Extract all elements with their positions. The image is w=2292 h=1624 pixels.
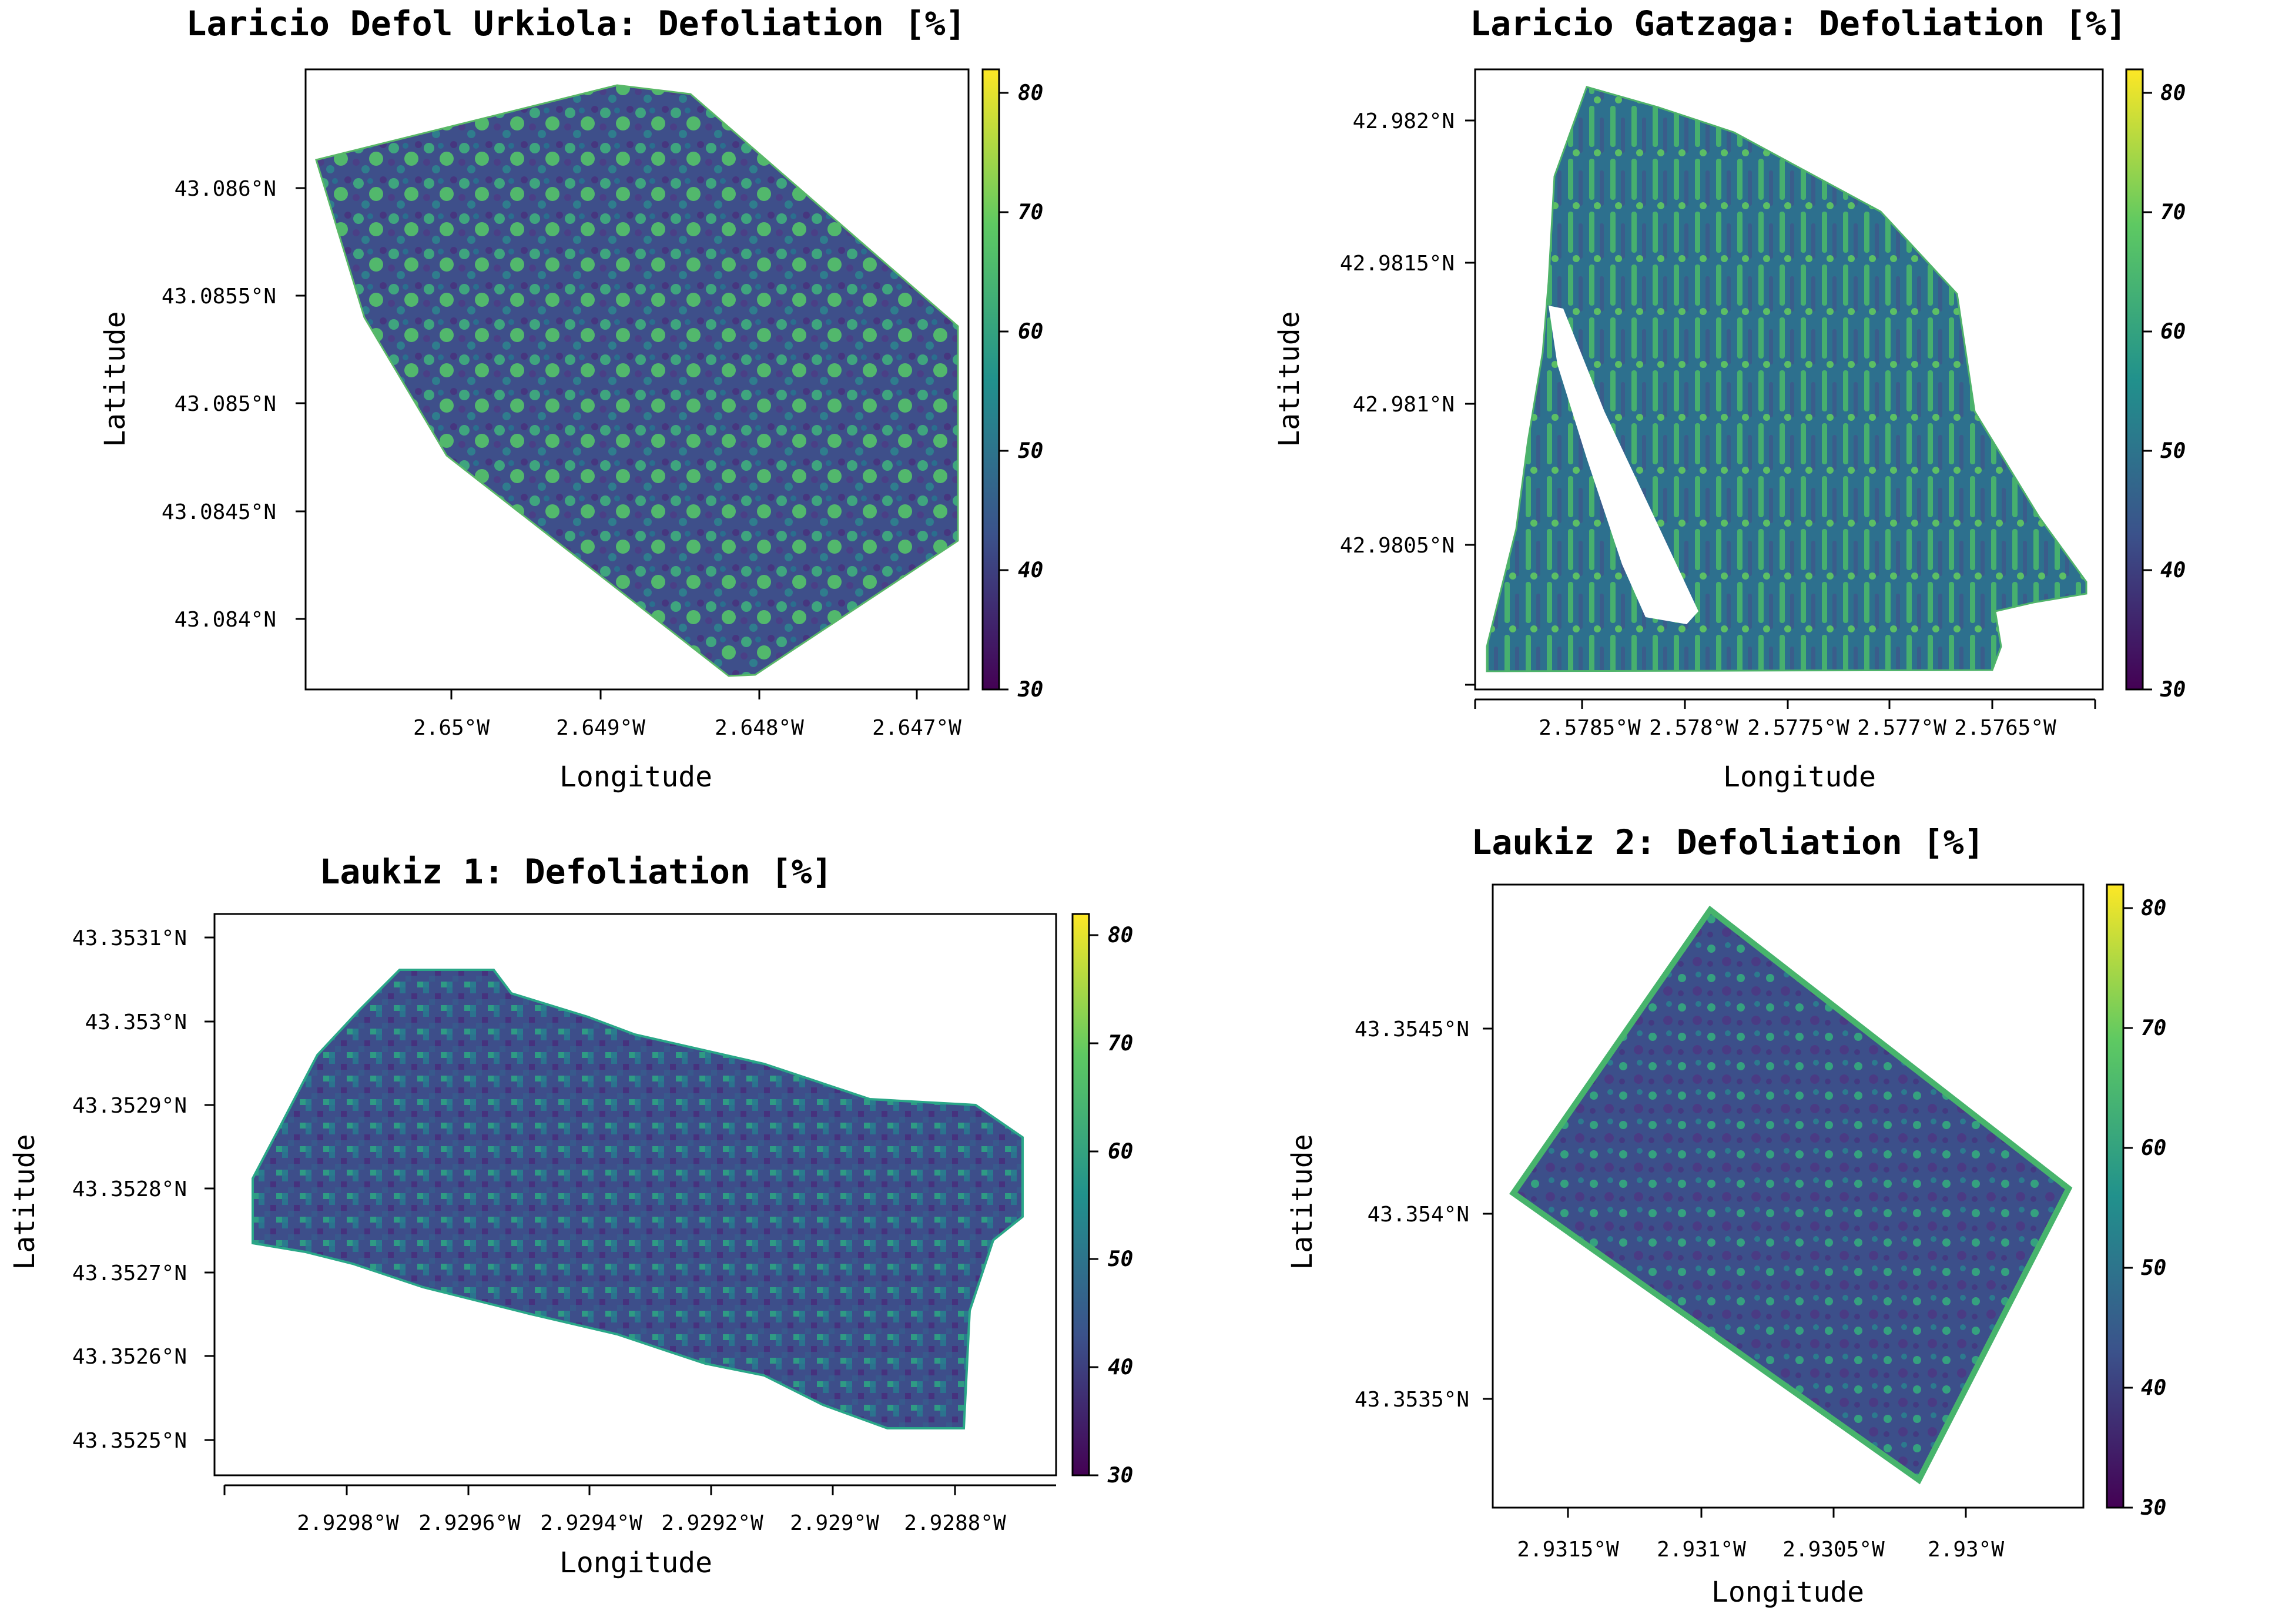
map-title: Laricio Gatzaga: Defoliation [%] bbox=[1470, 4, 2126, 43]
x-tick-label: 2.65°W bbox=[413, 716, 490, 740]
colorbar-tick-label: 30 bbox=[1107, 1464, 1133, 1488]
map-gap bbox=[1549, 306, 1698, 624]
y-axis-label: Latitude bbox=[1286, 1134, 1319, 1270]
map-raster bbox=[1509, 905, 2073, 1485]
colorbar-tick-label: 30 bbox=[2140, 1496, 2166, 1520]
colorbar-tick-label: 40 bbox=[2160, 558, 2186, 582]
y-tick-label: 42.9805°N bbox=[1340, 534, 1455, 558]
y-tick-label: 43.0855°N bbox=[162, 284, 276, 309]
x-tick-label: 2.5775°W bbox=[1747, 716, 1849, 740]
y-tick-label: 42.982°N bbox=[1353, 109, 1455, 133]
x-tick-label: 2.647°W bbox=[872, 716, 961, 740]
x-tick-label: 2.5765°W bbox=[1954, 716, 2056, 740]
map-panel-laukiz-1: Laukiz 1: Defoliation [%] 2.9298°W 2.929… bbox=[8, 852, 1133, 1579]
y-axis-ticks bbox=[296, 187, 306, 620]
colorbar-tick-label: 60 bbox=[2141, 1136, 2166, 1160]
x-tick-label: 2.93°W bbox=[1928, 1538, 2004, 1562]
colorbar: 80 70 60 50 40 30 bbox=[1071, 913, 1133, 1488]
y-tick-label: 43.084°N bbox=[175, 608, 276, 632]
colorbar-gradient bbox=[981, 68, 1000, 691]
colorbar-tick-label: 50 bbox=[1108, 1247, 1133, 1271]
x-axis-label: Longitude bbox=[559, 761, 712, 793]
colorbar-tick-label: 60 bbox=[1018, 320, 1043, 344]
colorbar-gradient bbox=[2106, 883, 2125, 1509]
colorbar-tick-label: 30 bbox=[1017, 678, 1043, 702]
colorbar-gradient bbox=[2125, 68, 2144, 691]
y-tick-label: 43.086°N bbox=[175, 177, 276, 201]
x-tick-label: 2.578°W bbox=[1649, 716, 1738, 740]
x-tick-label: 2.9296°W bbox=[418, 1511, 521, 1535]
colorbar-tick-label: 30 bbox=[2160, 678, 2186, 702]
x-axis-label: Longitude bbox=[1723, 761, 1876, 793]
colorbar-tick-label: 40 bbox=[2141, 1376, 2166, 1400]
y-tick-label: 42.981°N bbox=[1353, 393, 1455, 417]
colorbar-tick-label: 80 bbox=[1108, 923, 1133, 947]
colorbar: 80 70 60 50 40 30 bbox=[2106, 883, 2166, 1520]
y-axis-ticks bbox=[1483, 1027, 1493, 1400]
y-axis-label: Latitude bbox=[1273, 311, 1306, 447]
x-tick-label: 2.9298°W bbox=[297, 1511, 399, 1535]
x-axis-label: Longitude bbox=[559, 1546, 712, 1579]
y-tick-label: 43.3526°N bbox=[72, 1345, 187, 1369]
y-tick-label: 43.3535°N bbox=[1355, 1388, 1469, 1412]
y-axis-label: Latitude bbox=[8, 1134, 41, 1270]
y-tick-label: 43.3528°N bbox=[72, 1177, 187, 1201]
colorbar-tick-label: 60 bbox=[2160, 320, 2186, 344]
x-axis-ticks bbox=[1474, 698, 2096, 709]
x-axis-ticks bbox=[1567, 1508, 1967, 1518]
colorbar-tick-label: 70 bbox=[2160, 200, 2186, 225]
colorbar: 80 70 60 50 40 30 bbox=[2125, 68, 2186, 702]
map-title: Laukiz 2: Defoliation [%] bbox=[1472, 822, 1985, 862]
x-tick-label: 2.9288°W bbox=[904, 1511, 1006, 1535]
y-tick-label: 42.9815°N bbox=[1340, 252, 1455, 276]
colorbar-gradient bbox=[1071, 913, 1090, 1476]
y-axis-ticks bbox=[1465, 119, 1475, 686]
x-tick-label: 2.648°W bbox=[715, 716, 804, 740]
colorbar-tick-label: 70 bbox=[1018, 200, 1043, 225]
map-raster bbox=[315, 84, 959, 677]
y-tick-label: 43.085°N bbox=[175, 392, 276, 416]
colorbar-tick-label: 70 bbox=[1108, 1032, 1133, 1056]
x-tick-label: 2.649°W bbox=[556, 716, 645, 740]
colorbar-tick-label: 50 bbox=[1018, 439, 1043, 463]
y-tick-label: 43.3531°N bbox=[72, 926, 187, 950]
x-tick-label: 2.931°W bbox=[1657, 1538, 1746, 1562]
y-tick-label: 43.3545°N bbox=[1355, 1017, 1469, 1042]
y-tick-label: 43.0845°N bbox=[162, 500, 276, 524]
x-tick-label: 2.9294°W bbox=[540, 1511, 642, 1535]
map-panel-gatzaga: Laricio Gatzaga: Defoliation [%] 2.5785°… bbox=[1273, 4, 2186, 793]
colorbar-tick-label: 80 bbox=[1018, 81, 1043, 105]
map-panel-urkiola: Laricio Defol Urkiola: Defoliation [%] 2… bbox=[99, 4, 1043, 793]
colorbar-tick-label: 80 bbox=[2160, 81, 2186, 105]
colorbar: 80 70 60 50 40 30 bbox=[981, 68, 1043, 702]
map-title: Laricio Defol Urkiola: Defoliation [%] bbox=[186, 4, 966, 43]
x-tick-label: 2.577°W bbox=[1857, 716, 1946, 740]
x-tick-label: 2.9315°W bbox=[1517, 1538, 1619, 1562]
y-tick-label: 43.354°N bbox=[1368, 1203, 1469, 1227]
x-axis-ticks bbox=[223, 1484, 1056, 1495]
x-tick-label: 2.929°W bbox=[790, 1511, 879, 1535]
y-tick-label: 43.3527°N bbox=[72, 1261, 187, 1285]
colorbar-tick-label: 50 bbox=[2160, 439, 2186, 463]
y-tick-label: 43.3529°N bbox=[72, 1094, 187, 1118]
y-axis-label: Latitude bbox=[99, 311, 132, 447]
map-raster bbox=[252, 969, 1024, 1429]
y-tick-label: 43.353°N bbox=[85, 1010, 187, 1034]
x-axis-label: Longitude bbox=[1711, 1576, 1864, 1609]
x-tick-label: 2.9305°W bbox=[1782, 1538, 1885, 1562]
x-axis-ticks bbox=[450, 689, 918, 699]
colorbar-tick-label: 70 bbox=[2141, 1016, 2166, 1040]
colorbar-tick-label: 40 bbox=[1108, 1355, 1133, 1379]
y-axis-ticks bbox=[205, 936, 215, 1441]
map-panel-laukiz-2: Laukiz 2: Defoliation [%] 2.9315°W 2.931… bbox=[1286, 822, 2166, 1609]
map-title: Laukiz 1: Defoliation [%] bbox=[320, 852, 833, 892]
y-tick-label: 43.3525°N bbox=[72, 1429, 187, 1453]
colorbar-tick-label: 50 bbox=[2141, 1256, 2166, 1280]
colorbar-tick-label: 40 bbox=[1018, 558, 1043, 582]
x-tick-label: 2.5785°W bbox=[1539, 716, 1641, 740]
colorbar-tick-label: 80 bbox=[2141, 896, 2166, 920]
colorbar-tick-label: 60 bbox=[1108, 1140, 1133, 1164]
x-tick-label: 2.9292°W bbox=[661, 1511, 763, 1535]
